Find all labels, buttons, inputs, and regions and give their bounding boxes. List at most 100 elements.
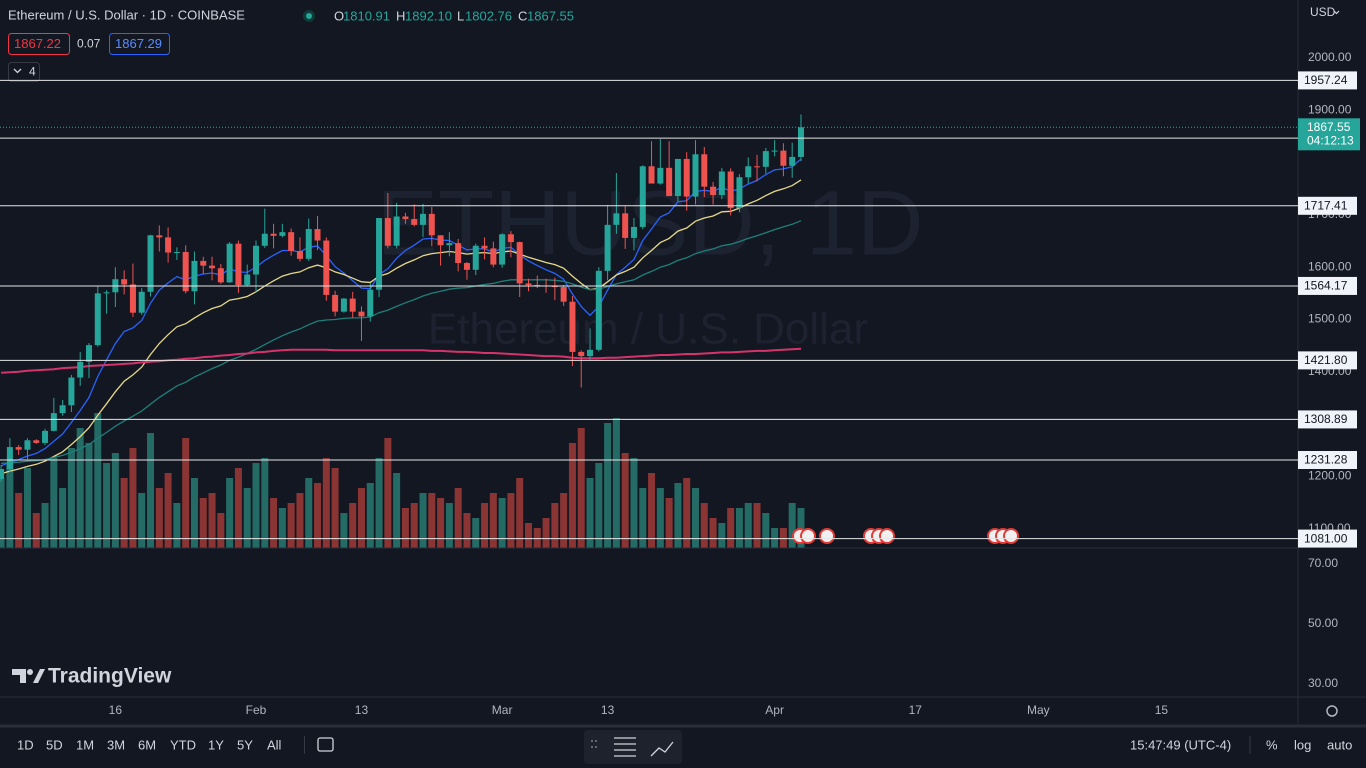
volume-bar: [410, 503, 418, 548]
date-range-icon[interactable]: [317, 737, 334, 752]
candle-body: [630, 226, 637, 238]
candle-body: [384, 218, 391, 246]
level-label: 1564.17: [1304, 279, 1348, 293]
volume-bar: [384, 438, 392, 548]
ohlc-value: 1867.55: [527, 8, 574, 23]
symbol-title: Ethereum / U.S. Dollar · 1D · COINBASE: [8, 7, 245, 22]
event-flag[interactable]: [800, 528, 816, 544]
candle-body: [718, 171, 725, 196]
level-label-box: [1298, 529, 1357, 548]
volume-bar: [50, 458, 58, 548]
volume-bar: [709, 518, 717, 548]
candle-body: [745, 166, 752, 178]
volume-bar: [164, 473, 172, 548]
candle-body: [490, 248, 497, 265]
candle-body: [437, 235, 444, 246]
plot-layer: [0, 114, 805, 548]
event-flag[interactable]: [819, 528, 835, 544]
range-button[interactable]: 5Y: [237, 737, 253, 752]
candle-body: [648, 166, 655, 184]
candle-body: [789, 156, 796, 166]
percent-toggle[interactable]: %: [1266, 737, 1278, 752]
volume-bar: [700, 503, 708, 548]
ohlc-key: C: [518, 8, 527, 23]
clock[interactable]: 15:47:49 (UTC-4): [1130, 737, 1231, 752]
volume-bar: [59, 488, 67, 548]
volume-bar: [76, 428, 84, 548]
x-tick-label: Mar: [492, 703, 513, 717]
candle-body: [525, 283, 532, 285]
candle-body: [94, 293, 101, 346]
volume-bar: [94, 413, 102, 548]
x-tick-label: 13: [355, 703, 369, 717]
volume-bar: [261, 458, 269, 548]
range-button[interactable]: 5D: [46, 737, 63, 752]
candle-body: [692, 154, 699, 197]
sell-box[interactable]: [8, 33, 70, 55]
volume-bar: [727, 508, 735, 548]
volume-bar: [542, 518, 550, 548]
candle-body: [59, 405, 66, 414]
candle-body: [103, 292, 110, 294]
volume-bar: [692, 488, 699, 548]
volume-bar: [243, 488, 251, 548]
settings-icon[interactable]: [1326, 705, 1338, 717]
candle-body: [279, 232, 286, 236]
legend-count: 4: [29, 65, 36, 79]
log-toggle[interactable]: log: [1294, 737, 1311, 752]
candle-body: [50, 413, 57, 431]
volume-bar: [498, 498, 506, 548]
lower-y-tick-label: 30.00: [1308, 676, 1338, 690]
range-button[interactable]: 3M: [107, 737, 125, 752]
volume-bar: [577, 428, 585, 548]
candle-body: [323, 240, 330, 295]
range-button[interactable]: 1M: [76, 737, 94, 752]
candle-body: [578, 351, 585, 357]
candle-body: [613, 213, 620, 225]
range-button[interactable]: 1D: [17, 737, 34, 752]
bid-price: 1867.22: [14, 36, 61, 51]
logo-mark: [33, 669, 45, 683]
level-label: 1957.24: [1304, 73, 1348, 87]
object-tree-icon[interactable]: [614, 737, 636, 757]
volume-bar: [630, 458, 638, 548]
drag-handle: [591, 740, 597, 748]
toolbar: 15:47:49 (UTC-4) % log auto 1D 5D 1M 3M 6M YT…: [17, 730, 1352, 764]
buy-box[interactable]: [109, 33, 170, 55]
range-button[interactable]: YTD: [170, 737, 196, 752]
watermark-name: Ethereum / U.S. Dollar: [428, 305, 868, 354]
candle-body: [701, 154, 708, 187]
volume-bar: [674, 483, 682, 548]
candle-body: [762, 151, 769, 167]
candle-body: [235, 243, 242, 285]
range-button[interactable]: 6M: [138, 737, 156, 752]
volume-bar: [287, 503, 295, 548]
level-label: 1308.89: [1304, 412, 1348, 426]
event-flag[interactable]: [1003, 528, 1019, 544]
legend-toggle[interactable]: [8, 62, 40, 82]
candle-body: [472, 245, 479, 270]
y-tick-label: 1900.00: [1308, 103, 1352, 117]
range-button[interactable]: All: [267, 737, 282, 752]
candle-body: [639, 166, 646, 227]
data-window-icon[interactable]: [650, 741, 674, 757]
volume-bar: [744, 503, 752, 548]
event-flag[interactable]: [879, 528, 895, 544]
chevron-icon: [13, 68, 22, 74]
x-tick-label: Feb: [246, 703, 267, 717]
candle-body: [358, 311, 365, 317]
currency[interactable]: USD: [1310, 5, 1336, 19]
candle-body: [622, 213, 629, 238]
candle-body: [411, 219, 418, 225]
candle-body: [261, 233, 268, 246]
chevron-icon: [1333, 10, 1340, 15]
range-button[interactable]: 1Y: [208, 737, 224, 752]
candle-body: [516, 242, 523, 284]
candle-body: [314, 229, 321, 241]
auto-toggle[interactable]: auto: [1327, 737, 1352, 752]
volume-bar: [472, 518, 480, 548]
volume-bar: [454, 488, 462, 548]
volume-bar: [296, 493, 304, 548]
ask-price: 1867.29: [115, 36, 162, 51]
